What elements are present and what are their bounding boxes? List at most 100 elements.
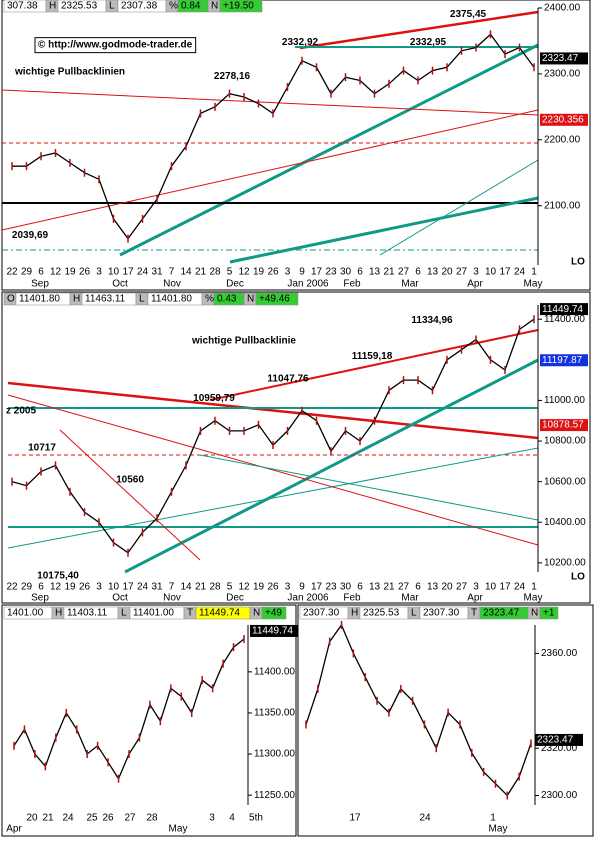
x-tick-label: 27 [398, 582, 410, 593]
x-tick-label: 26 [79, 582, 91, 593]
annotation: © http://www.godmode-trader.de [38, 40, 193, 51]
x-tick-label: 3 [209, 813, 215, 824]
x-tick-label: 27 [124, 813, 136, 824]
x-tick-label: 6 [415, 582, 421, 593]
y-tick-label: 11000.00 [544, 395, 585, 406]
x-tick-label: 25 [86, 813, 98, 824]
y-tick-label: 2200.00 [544, 134, 581, 145]
price-badge-label: 11197.87 [542, 355, 583, 366]
x-tick-label: 28 [209, 267, 221, 278]
y-tick-label: 10800.00 [544, 436, 586, 447]
y-tick-label: 10200.00 [544, 558, 586, 569]
x-tick-label: 1 [531, 582, 537, 593]
x-tick-label: 13 [427, 267, 439, 278]
y-tick-label: 2100.00 [544, 200, 581, 211]
trendline [229, 196, 539, 264]
value-annotation: 2039,69 [12, 230, 49, 241]
value-annotation: 2375,45 [450, 9, 487, 20]
month-label: Apr [467, 593, 483, 604]
copyright-box [34, 37, 197, 54]
price-badge-label: 2323.47 [542, 53, 579, 64]
x-tick-label: 5 [227, 267, 233, 278]
x-tick-label: 26 [79, 267, 91, 278]
x-tick-label: 4 [229, 813, 235, 824]
header-text: L [139, 294, 145, 305]
x-tick-label: 22 [6, 267, 18, 278]
trendline [7, 447, 539, 549]
annotation: wichtige Pullbacklinie [191, 336, 296, 347]
y-tick-label: 10400.00 [544, 517, 586, 528]
x-tick-label: 21 [195, 267, 207, 278]
header-text: 307.38 [7, 1, 38, 12]
x-tick-label: 10 [108, 267, 120, 278]
price-badge-label: 2230.356 [542, 114, 584, 125]
x-tick-label: 24 [514, 582, 526, 593]
trendline [199, 454, 539, 521]
x-tick-label: 23 [325, 582, 337, 593]
x-tick-label: 26 [267, 582, 279, 593]
month-label: Sep [31, 593, 49, 604]
header-text: 2307.30 [303, 608, 340, 619]
y-tick-label: 10600.00 [544, 476, 586, 487]
x-tick-label: 10 [108, 582, 120, 593]
header-text: N [531, 608, 538, 619]
x-tick-label: 31 [151, 582, 163, 593]
x-tick-label: 10 [485, 582, 497, 593]
x-tick-label: 5th [249, 813, 263, 824]
x-tick-label: 28 [146, 813, 158, 824]
y-tick-label: 2320.00 [541, 743, 578, 754]
x-tick-label: 21 [42, 813, 54, 824]
trendline [119, 43, 539, 257]
header-text: N [253, 608, 260, 619]
x-tick-label: 1 [490, 813, 496, 824]
header-text: +49.46 [259, 294, 290, 305]
x-tick-label: 10 [485, 267, 497, 278]
header-text: N [247, 294, 254, 305]
header-text: 2325.53 [61, 1, 98, 12]
x-tick-label: 12 [50, 267, 62, 278]
header-text: 11401.00 [133, 608, 174, 619]
x-tick-label: 21 [383, 582, 395, 593]
price-badge-label: 11449.74 [542, 304, 583, 315]
price-badge-label: 11449.74 [252, 626, 293, 637]
month-label: Jan 2006 [287, 279, 329, 290]
header-text: +49 [265, 608, 282, 619]
month-label: Oct [112, 279, 128, 290]
x-tick-label: 21 [195, 582, 207, 593]
header-text: L [411, 608, 417, 619]
x-tick-label: 12 [238, 582, 250, 593]
x-tick-label: 27 [398, 267, 410, 278]
x-tick-label: 3 [473, 267, 479, 278]
value-annotation: 11334,96 [411, 315, 453, 326]
x-tick-label: 6 [38, 582, 44, 593]
price-badge [535, 733, 583, 746]
panel-frame [1, 604, 297, 837]
x-tick-label: 17 [349, 813, 361, 824]
value-annotation: 2278,16 [214, 71, 251, 82]
header-text: 2307.30 [423, 608, 460, 619]
value-annotation: 10717 [28, 443, 56, 454]
header-text: 11403.11 [67, 608, 108, 619]
y-tick-label: 11250.00 [254, 790, 295, 801]
month-label: Feb [343, 593, 361, 604]
y-tick-label: 2400.00 [544, 3, 581, 14]
x-tick-label: 31 [151, 267, 163, 278]
x-tick-label: 29 [21, 267, 33, 278]
panel-frame [1, 0, 591, 291]
x-tick-label: 19 [64, 267, 76, 278]
month-label: Apr [6, 824, 22, 835]
month-label: Dec [226, 593, 244, 604]
x-tick-label: 24 [137, 582, 149, 593]
panel-frame [1, 291, 591, 604]
header-text: 11463.11 [85, 294, 126, 305]
annotation: LO [571, 257, 585, 268]
x-tick-label: 28 [209, 582, 221, 593]
trendline [7, 381, 539, 440]
x-tick-label: 19 [64, 582, 76, 593]
x-tick-label: 6 [357, 582, 363, 593]
header-text: 11449.74 [199, 608, 240, 619]
header-text: % [205, 294, 214, 305]
price-badge [250, 624, 298, 637]
x-tick-label: 21 [383, 267, 395, 278]
month-label: Feb [343, 279, 361, 290]
